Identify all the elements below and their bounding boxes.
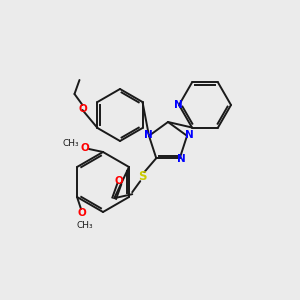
Text: N: N bbox=[174, 100, 182, 110]
Text: O: O bbox=[115, 176, 124, 186]
Text: O: O bbox=[78, 208, 86, 218]
Text: O: O bbox=[81, 143, 89, 153]
Text: N: N bbox=[144, 130, 152, 140]
Text: S: S bbox=[138, 170, 146, 183]
Text: N: N bbox=[177, 154, 186, 164]
Text: CH₃: CH₃ bbox=[77, 220, 93, 230]
Text: N: N bbox=[184, 130, 194, 140]
Text: CH₃: CH₃ bbox=[63, 140, 79, 148]
Text: O: O bbox=[78, 104, 87, 114]
